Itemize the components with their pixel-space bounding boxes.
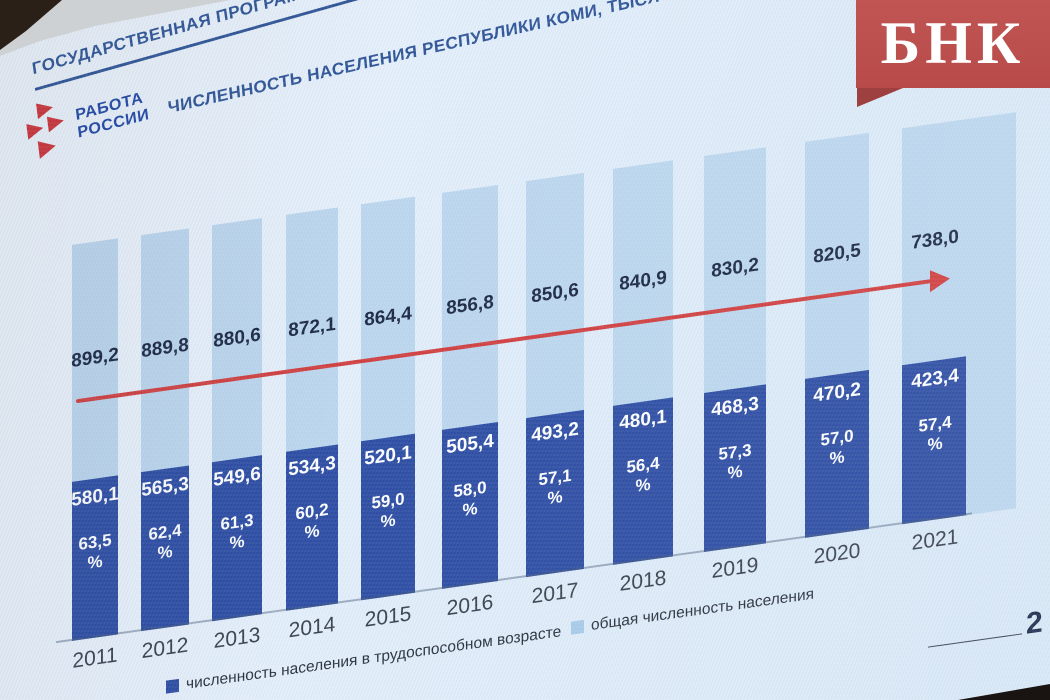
working-share-label: 63,5% — [78, 530, 112, 573]
year-label: 2021 — [911, 525, 959, 555]
chart-column-2021: 738,0 423,4 57,4% 2021 — [902, 0, 968, 700]
legend-total-population: общая численность населения — [571, 586, 814, 638]
year-label: 2015 — [364, 602, 412, 632]
legend-swatch-light-icon — [571, 619, 584, 635]
year-label: 2013 — [213, 623, 261, 653]
page-number: 2 — [1026, 605, 1043, 641]
working-share-label: 60,2% — [295, 499, 329, 542]
chart-column-2017: 850,6 493,2 57,1% 2017 — [526, 0, 584, 700]
chart-column-2011: 899,2 580,1 63,5% 2011 — [71, 0, 119, 700]
bnk-watermark: БНК — [856, 0, 1050, 88]
trend-arrow-head-icon — [930, 267, 950, 293]
year-label: 2011 — [72, 643, 118, 673]
year-label: 2014 — [288, 612, 336, 643]
total-population-bar — [966, 112, 1016, 516]
bnk-watermark-tail-icon — [857, 88, 903, 107]
working-share-label: 59,0% — [371, 489, 405, 532]
year-label: 2016 — [446, 590, 494, 621]
rabota-rossii-logo: РАБОТА РОССИИ — [22, 73, 152, 171]
working-share-label: 58,0% — [453, 477, 487, 520]
chart-column-2014: 872,1 534,3 60,2% 2014 — [286, 0, 338, 700]
chart-column-2012: 889,8 565,3 62,4% 2012 — [141, 0, 189, 700]
year-label: 2019 — [711, 553, 759, 583]
chart-column-2018: 840,9 480,1 56,4% 2018 — [613, 0, 673, 700]
working-share-label: 57,1% — [538, 465, 572, 508]
working-share-label: 62,4% — [148, 520, 182, 563]
bnk-wordmark: БНК — [880, 10, 1026, 76]
working-share-label: 61,3% — [220, 510, 254, 553]
legend-swatch-dark-icon — [166, 678, 179, 694]
chart-column-partial — [966, 0, 1016, 700]
year-label: 2012 — [141, 633, 189, 664]
chart-column-2013: 880,6 549,6 61,3% 2013 — [212, 0, 262, 700]
year-label: 2020 — [813, 539, 861, 569]
year-label: 2018 — [619, 566, 667, 596]
year-label: 2017 — [531, 578, 579, 609]
rabota-rossii-arrows-icon — [22, 94, 72, 170]
